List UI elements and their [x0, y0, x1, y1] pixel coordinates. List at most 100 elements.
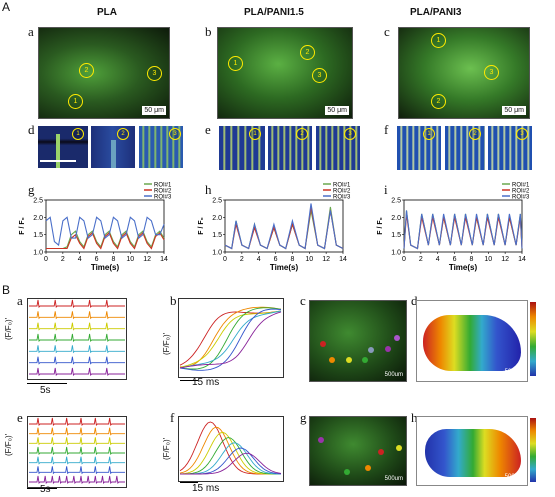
- kymo-roi-3: 3: [516, 128, 528, 140]
- trace-chart-g: 1.0 1.5 2.0 2.5 0 2 4 6 8 10 12 14 Time(s) F / F₀ ROI#…: [19, 183, 172, 273]
- roi-marker-3: 3: [484, 65, 499, 80]
- label-i: i: [384, 182, 388, 197]
- kymograph-pani3-1: 1: [397, 126, 441, 170]
- spike-trace: [29, 322, 125, 331]
- kymo-roi-2: 2: [117, 128, 129, 140]
- legend-entry: ROI#3: [333, 195, 351, 201]
- spike-trace: [29, 311, 125, 320]
- waves-frame: [178, 416, 284, 482]
- scale-bar: 50 μm: [325, 106, 349, 115]
- activation-map-d: 500um: [416, 300, 528, 382]
- condition-title-pani15: PLA/PANI1.5: [244, 7, 304, 18]
- label-Bb: b: [170, 293, 177, 308]
- kymograph-pani15-3: 3: [316, 126, 360, 170]
- legend-entry: ROI#1: [333, 183, 351, 189]
- label-c: c: [384, 24, 390, 39]
- label-Bf: f: [170, 410, 175, 425]
- waveform: [179, 307, 282, 370]
- x-tick-label: 14: [518, 256, 526, 263]
- spike-trace: [29, 475, 125, 484]
- x-tick-label: 0: [402, 256, 406, 263]
- y-tick-label: 1.0: [33, 250, 43, 257]
- scale-500-h: 500um: [504, 474, 523, 480]
- y-tick-label: 1.0: [391, 250, 401, 257]
- x-axis-label: Time(s): [270, 263, 299, 272]
- spike-trace: [29, 427, 125, 436]
- series-line-3: [45, 216, 165, 247]
- waveform: [179, 311, 282, 369]
- y-tick-label: 2.0: [212, 215, 222, 222]
- panel-B-label: B: [2, 283, 11, 297]
- kymograph-pani15-2: 2: [268, 126, 312, 170]
- x-tick-label: 10: [484, 256, 492, 263]
- roi-marker-3: 3: [147, 66, 162, 81]
- y-tick-label: 2.0: [391, 215, 401, 222]
- label-h: h: [205, 182, 212, 197]
- series-line-1: [46, 230, 165, 250]
- micrograph-pani15: 2 1 3 50 μm: [217, 27, 353, 119]
- y-axis-label: F / F₀: [377, 217, 384, 235]
- ylabel-Be: (F/F₀)': [4, 433, 13, 456]
- colorbar-d: [530, 302, 536, 376]
- legend-entry: ROI#1: [512, 183, 530, 189]
- label-a: a: [28, 24, 34, 39]
- waveforms-f: [178, 416, 284, 482]
- spike-trace: [29, 356, 125, 365]
- spike-traces-e: [27, 416, 127, 488]
- micrograph-pla: 2 3 1 50 μm: [38, 27, 170, 119]
- y-tick-label: 1.5: [212, 232, 222, 239]
- roi-marker-2: 2: [79, 63, 94, 78]
- legend-entry: ROI#3: [154, 195, 172, 201]
- x-tick-label: 10: [305, 256, 313, 263]
- waveform: [180, 306, 282, 368]
- y-tick-label: 2.5: [391, 198, 401, 205]
- x-tick-label: 8: [290, 256, 294, 263]
- kymograph-pani3-2: 2: [445, 126, 485, 170]
- y-tick-label: 1.5: [33, 232, 43, 239]
- label-Bc: c: [300, 293, 306, 308]
- x-tick-label: 4: [78, 256, 82, 263]
- x-axis-label: Time(s): [91, 263, 120, 272]
- spike-trace: [29, 437, 125, 446]
- panel-A-label: A: [2, 0, 11, 14]
- kymo-roi-1: 1: [249, 128, 261, 140]
- x-tick-label: 8: [111, 256, 115, 263]
- spike-trace: [29, 345, 125, 354]
- ylabel-Bb: (F/F₀)': [162, 332, 171, 355]
- roi-marker-2: 2: [300, 45, 315, 60]
- spike-trace: [29, 333, 125, 342]
- y-axis-label: F / F₀: [198, 217, 205, 235]
- condition-title-pla: PLA: [97, 7, 117, 18]
- roi-marker-2: 2: [431, 94, 446, 109]
- x-tick-label: 8: [469, 256, 473, 263]
- x-tick-label: 2: [240, 256, 244, 263]
- spike-trace: [29, 417, 125, 426]
- y-tick-label: 1.5: [391, 232, 401, 239]
- trace-chart-h: 1.0 1.5 2.0 2.5 0 2 4 6 8 10 12 14 Time(s) F / F₀ ROI#…: [198, 183, 351, 273]
- legend-entry: ROI#1: [154, 183, 172, 189]
- micrograph-Bc: 500um: [309, 300, 407, 382]
- x-tick-label: 2: [61, 256, 65, 263]
- kymo-roi-2: 2: [469, 128, 481, 140]
- label-f: f: [384, 122, 389, 137]
- x-tick-label: 12: [501, 256, 509, 263]
- scale-15ms-b: 15 ms: [192, 377, 220, 388]
- plot-frame: [403, 199, 523, 253]
- kymo-roi-2: 2: [296, 128, 308, 140]
- x-tick-label: 6: [274, 256, 278, 263]
- y-axis-label: F / F₀: [19, 217, 26, 235]
- label-Bh: h: [411, 410, 418, 425]
- micrograph-pani3: 1 3 2 50 μm: [398, 27, 530, 119]
- spike-traces-a: [27, 298, 127, 380]
- x-tick-label: 12: [143, 256, 151, 263]
- label-d: d: [28, 122, 35, 137]
- waves-frame: [178, 298, 284, 378]
- micrograph-Bg: 500um: [309, 416, 407, 486]
- spike-trace: [29, 299, 125, 308]
- label-Ba: a: [17, 293, 23, 308]
- kymo-roi-3: 3: [344, 128, 356, 140]
- series-line-3: [403, 210, 523, 250]
- y-tick-label: 1.0: [212, 250, 222, 257]
- legend-entry: ROI#2: [154, 189, 172, 195]
- plot-frame: [224, 199, 344, 253]
